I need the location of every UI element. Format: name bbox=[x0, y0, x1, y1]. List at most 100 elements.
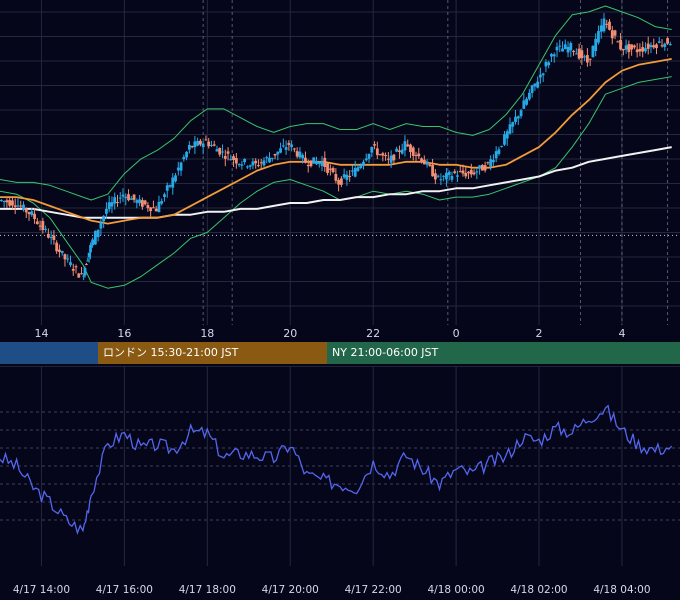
candle-body bbox=[132, 194, 136, 200]
candle-body bbox=[99, 222, 103, 229]
candle-body bbox=[464, 172, 468, 177]
candle-body bbox=[210, 144, 213, 146]
candle-body bbox=[243, 158, 247, 163]
candle-body bbox=[66, 258, 70, 260]
bollinger-upper-line bbox=[0, 5, 672, 201]
candle-body bbox=[328, 168, 332, 170]
candle-body bbox=[306, 165, 310, 167]
candle-body bbox=[585, 55, 589, 63]
candle-body bbox=[41, 221, 45, 231]
candle-body bbox=[456, 175, 459, 177]
candle-body bbox=[580, 50, 584, 59]
candle-body bbox=[201, 143, 205, 148]
candle-body bbox=[378, 154, 382, 156]
candle-body bbox=[519, 110, 523, 117]
candle-body bbox=[226, 151, 230, 154]
candle-body bbox=[292, 148, 296, 150]
candle-body bbox=[398, 150, 401, 153]
date-tick-label: 4/17 22:00 bbox=[344, 584, 402, 596]
candle-body bbox=[530, 85, 534, 93]
candle-body bbox=[375, 148, 379, 156]
candle-body bbox=[406, 144, 410, 147]
candle-body bbox=[411, 147, 415, 156]
candle-body bbox=[234, 158, 238, 164]
candle-body bbox=[135, 200, 139, 203]
candle-body bbox=[362, 161, 365, 166]
candle-body bbox=[475, 171, 479, 173]
candle-body bbox=[121, 194, 125, 197]
candle-body bbox=[632, 45, 636, 48]
candle-body bbox=[525, 98, 528, 105]
date-tick-label: 4/17 18:00 bbox=[178, 584, 236, 596]
candle-body bbox=[527, 92, 531, 100]
candle-body bbox=[149, 207, 153, 212]
candle-body bbox=[422, 159, 426, 165]
candle-body bbox=[237, 164, 241, 166]
candle-body bbox=[179, 162, 183, 171]
price-chart[interactable] bbox=[0, 0, 680, 325]
candle-body bbox=[46, 233, 50, 238]
candle-body bbox=[168, 185, 172, 187]
candle-body bbox=[268, 157, 271, 163]
candle-body bbox=[428, 164, 432, 166]
hour-tick-label: 2 bbox=[535, 327, 543, 340]
candle-body bbox=[218, 148, 222, 155]
candle-body bbox=[295, 151, 299, 157]
candle-body bbox=[646, 43, 650, 49]
candle-body bbox=[555, 46, 559, 51]
candle-body bbox=[93, 230, 97, 245]
candle-body bbox=[505, 131, 509, 139]
candle-body bbox=[420, 158, 423, 163]
candle-body bbox=[143, 200, 147, 205]
candle-body bbox=[110, 202, 114, 207]
candle-body bbox=[2, 200, 6, 202]
candle-body bbox=[38, 225, 42, 227]
candle-body bbox=[547, 62, 551, 66]
candle-body bbox=[516, 116, 520, 119]
candle-body bbox=[436, 175, 440, 177]
candle-body bbox=[666, 38, 669, 44]
candle-body bbox=[348, 175, 352, 177]
candle-body bbox=[563, 44, 567, 49]
candle-body bbox=[221, 151, 224, 153]
candle-body bbox=[96, 229, 100, 238]
oscillator-line bbox=[0, 404, 673, 536]
candle-body bbox=[229, 159, 233, 161]
candle-body bbox=[458, 171, 462, 173]
candle-body bbox=[279, 148, 282, 153]
candle-body bbox=[182, 156, 186, 160]
candle-body bbox=[389, 155, 393, 163]
candle-body bbox=[52, 235, 56, 240]
candle-body bbox=[483, 165, 487, 171]
candle-body bbox=[561, 48, 564, 52]
candle-body bbox=[315, 161, 318, 165]
candle-body bbox=[215, 149, 219, 152]
candle-body bbox=[574, 53, 578, 55]
candle-body bbox=[583, 56, 587, 58]
candle-body bbox=[69, 262, 72, 266]
candle-body bbox=[486, 162, 490, 164]
candle-body bbox=[522, 100, 526, 109]
candle-body bbox=[367, 154, 371, 159]
candle-body bbox=[185, 151, 188, 158]
candle-body bbox=[384, 155, 388, 157]
candle-body bbox=[287, 142, 291, 145]
candle-body bbox=[0, 199, 3, 201]
candle-body bbox=[638, 48, 642, 52]
date-tick-label: 4/17 14:00 bbox=[12, 584, 71, 596]
candle-body bbox=[439, 179, 443, 181]
candle-body bbox=[552, 54, 556, 57]
candle-body bbox=[11, 200, 14, 206]
candle-body bbox=[409, 144, 412, 153]
candle-body bbox=[492, 159, 495, 163]
candle-body bbox=[480, 164, 484, 171]
candle-body bbox=[176, 167, 180, 171]
candle-body bbox=[342, 174, 346, 178]
candle-body bbox=[655, 44, 658, 49]
oscillator-chart[interactable] bbox=[0, 366, 680, 566]
candle-body bbox=[326, 163, 329, 173]
chart-background bbox=[0, 0, 680, 325]
candle-body bbox=[627, 44, 631, 53]
candle-body bbox=[204, 139, 208, 141]
candle-body bbox=[248, 165, 252, 167]
